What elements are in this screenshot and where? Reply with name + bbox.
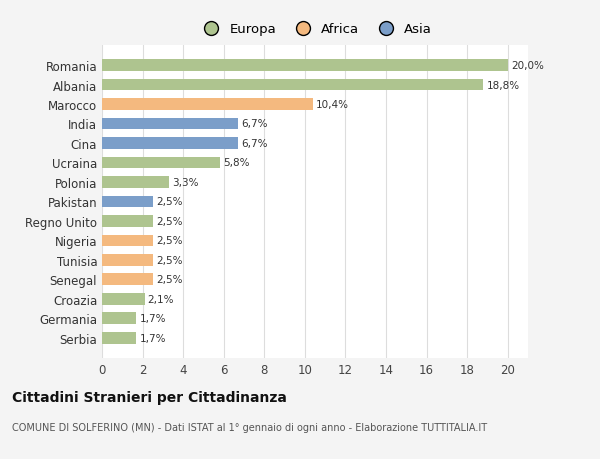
Bar — [102, 235, 153, 246]
Bar — [102, 313, 136, 325]
Text: 18,8%: 18,8% — [487, 80, 520, 90]
Bar — [102, 138, 238, 150]
Bar — [102, 196, 153, 208]
Bar — [102, 79, 484, 91]
Text: 2,5%: 2,5% — [156, 274, 182, 285]
Bar — [102, 157, 220, 169]
Text: 10,4%: 10,4% — [316, 100, 349, 110]
Bar — [102, 99, 313, 111]
Text: 20,0%: 20,0% — [511, 61, 544, 71]
Bar — [102, 332, 136, 344]
Text: 2,5%: 2,5% — [156, 216, 182, 226]
Text: Cittadini Stranieri per Cittadinanza: Cittadini Stranieri per Cittadinanza — [12, 390, 287, 404]
Text: COMUNE DI SOLFERINO (MN) - Dati ISTAT al 1° gennaio di ogni anno - Elaborazione : COMUNE DI SOLFERINO (MN) - Dati ISTAT al… — [12, 422, 487, 432]
Bar — [102, 118, 238, 130]
Text: 5,8%: 5,8% — [223, 158, 249, 168]
Bar — [102, 60, 508, 72]
Text: 1,7%: 1,7% — [140, 333, 166, 343]
Text: 2,5%: 2,5% — [156, 255, 182, 265]
Text: 2,1%: 2,1% — [148, 294, 174, 304]
Text: 2,5%: 2,5% — [156, 236, 182, 246]
Bar — [102, 216, 153, 227]
Text: 2,5%: 2,5% — [156, 197, 182, 207]
Legend: Europa, Africa, Asia: Europa, Africa, Asia — [193, 18, 437, 42]
Text: 1,7%: 1,7% — [140, 313, 166, 324]
Text: 3,3%: 3,3% — [172, 178, 199, 188]
Text: 6,7%: 6,7% — [241, 119, 268, 129]
Text: 6,7%: 6,7% — [241, 139, 268, 149]
Bar — [102, 177, 169, 188]
Bar — [102, 293, 145, 305]
Bar — [102, 274, 153, 285]
Bar — [102, 254, 153, 266]
